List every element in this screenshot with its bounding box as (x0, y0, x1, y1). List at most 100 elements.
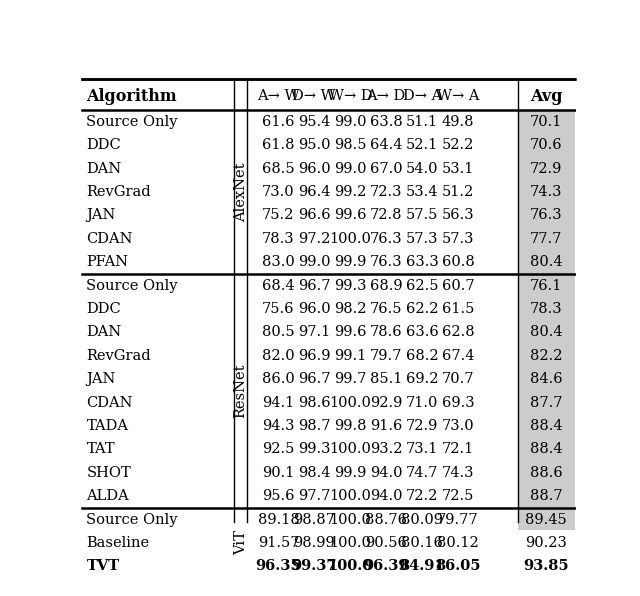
Text: 96.39: 96.39 (364, 560, 409, 573)
Text: 99.3: 99.3 (298, 442, 330, 457)
Text: W→ D: W→ D (328, 89, 372, 104)
Text: 71.0: 71.0 (406, 396, 438, 409)
Text: 93.85: 93.85 (524, 560, 569, 573)
Text: 99.8: 99.8 (334, 419, 367, 433)
Text: 68.2: 68.2 (406, 349, 438, 363)
Text: 56.3: 56.3 (442, 209, 474, 222)
Text: Source Only: Source Only (86, 115, 178, 129)
Text: 90.56: 90.56 (365, 536, 407, 550)
Text: AlexNet: AlexNet (234, 162, 248, 222)
Text: 72.3: 72.3 (370, 185, 403, 199)
Text: 97.2: 97.2 (298, 232, 330, 246)
Text: 92.9: 92.9 (370, 396, 402, 409)
Text: 80.4: 80.4 (530, 325, 563, 339)
Bar (518, 508, 575, 578)
Text: TADA: TADA (86, 419, 129, 433)
Text: 100.0: 100.0 (328, 560, 373, 573)
Text: 74.7: 74.7 (406, 466, 438, 480)
Text: 78.3: 78.3 (530, 302, 563, 316)
Text: 96.9: 96.9 (298, 349, 330, 363)
Text: 69.2: 69.2 (406, 372, 438, 386)
Text: 88.7: 88.7 (530, 489, 563, 503)
Text: 79.7: 79.7 (370, 349, 402, 363)
Text: 67.0: 67.0 (370, 162, 403, 176)
Text: 72.9: 72.9 (530, 162, 563, 176)
Text: 100.0: 100.0 (330, 232, 371, 246)
Text: 100.0: 100.0 (330, 489, 371, 503)
Text: 92.5: 92.5 (262, 442, 294, 457)
Text: JAN: JAN (86, 372, 116, 386)
Text: 51.2: 51.2 (442, 185, 474, 199)
Text: 99.6: 99.6 (334, 325, 367, 339)
Text: DDC: DDC (86, 302, 121, 316)
Text: 76.3: 76.3 (530, 209, 563, 222)
Text: 99.0: 99.0 (334, 162, 367, 176)
Text: W→ A: W→ A (436, 89, 479, 104)
Text: 93.2: 93.2 (370, 442, 403, 457)
Text: 94.1: 94.1 (262, 396, 294, 409)
Text: DAN: DAN (86, 325, 122, 339)
Text: 98.5: 98.5 (334, 138, 367, 152)
Text: 99.0: 99.0 (334, 115, 367, 129)
Text: 80.5: 80.5 (262, 325, 294, 339)
Text: 89.45: 89.45 (525, 513, 567, 527)
Text: 94.0: 94.0 (370, 466, 403, 480)
Text: 86.0: 86.0 (262, 372, 295, 386)
Text: 69.3: 69.3 (442, 396, 474, 409)
Text: 83.0: 83.0 (262, 255, 295, 269)
Text: D→ W: D→ W (292, 89, 336, 104)
Text: 63.8: 63.8 (370, 115, 403, 129)
Text: 78.6: 78.6 (370, 325, 403, 339)
Text: 96.0: 96.0 (298, 302, 330, 316)
Text: 84.6: 84.6 (530, 372, 563, 386)
Text: 82.0: 82.0 (262, 349, 294, 363)
Text: A→ W: A→ W (257, 89, 300, 104)
Text: TAT: TAT (86, 442, 115, 457)
Text: 98.6: 98.6 (298, 396, 330, 409)
Text: 88.4: 88.4 (530, 419, 563, 433)
Text: D→ A: D→ A (403, 89, 442, 104)
Text: 72.1: 72.1 (442, 442, 474, 457)
Text: 53.1: 53.1 (442, 162, 474, 176)
Text: 95.4: 95.4 (298, 115, 330, 129)
Text: 79.77: 79.77 (437, 513, 479, 527)
Text: 61.5: 61.5 (442, 302, 474, 316)
Text: 95.6: 95.6 (262, 489, 294, 503)
Text: 57.3: 57.3 (442, 232, 474, 246)
Text: 72.2: 72.2 (406, 489, 438, 503)
Text: 49.8: 49.8 (442, 115, 474, 129)
Text: TVT: TVT (86, 560, 120, 573)
Text: 98.2: 98.2 (334, 302, 367, 316)
Text: 96.35: 96.35 (255, 560, 301, 573)
Text: 80.16: 80.16 (401, 536, 443, 550)
Text: Baseline: Baseline (86, 536, 150, 550)
Text: 74.3: 74.3 (442, 466, 474, 480)
Text: 78.3: 78.3 (262, 232, 294, 246)
Text: 99.1: 99.1 (334, 349, 367, 363)
Text: 76.3: 76.3 (370, 232, 403, 246)
Text: 76.5: 76.5 (370, 302, 403, 316)
Text: 90.1: 90.1 (262, 466, 294, 480)
Text: 89.18: 89.18 (257, 513, 300, 527)
Bar (518, 110, 575, 274)
Text: 99.37: 99.37 (291, 560, 337, 573)
Text: 91.6: 91.6 (370, 419, 402, 433)
Text: SHOT: SHOT (86, 466, 131, 480)
Text: 75.6: 75.6 (262, 302, 294, 316)
Text: 62.8: 62.8 (442, 325, 474, 339)
Text: 88.6: 88.6 (530, 466, 563, 480)
Text: 67.4: 67.4 (442, 349, 474, 363)
Text: 76.3: 76.3 (370, 255, 403, 269)
Text: 63.3: 63.3 (406, 255, 438, 269)
Text: CDAN: CDAN (86, 396, 133, 409)
Text: 99.9: 99.9 (334, 255, 367, 269)
Text: 80.4: 80.4 (530, 255, 563, 269)
Text: Source Only: Source Only (86, 513, 178, 527)
Text: 99.2: 99.2 (334, 185, 367, 199)
Text: 84.91: 84.91 (399, 560, 445, 573)
Text: 74.3: 74.3 (530, 185, 563, 199)
Text: 52.2: 52.2 (442, 138, 474, 152)
Text: 53.4: 53.4 (406, 185, 438, 199)
Text: Algorithm: Algorithm (86, 88, 177, 105)
Text: ALDA: ALDA (86, 489, 129, 503)
